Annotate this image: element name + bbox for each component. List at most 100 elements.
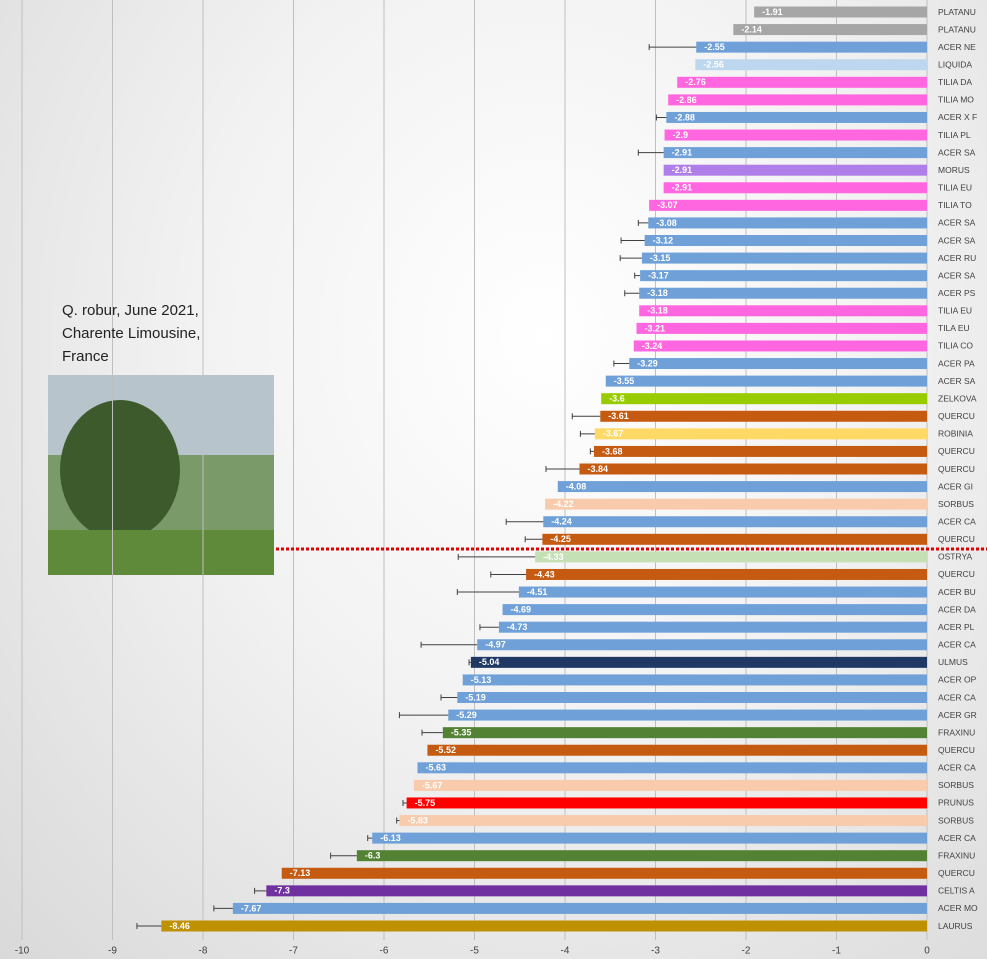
category-label: ACER DA: [938, 604, 976, 614]
value-label: -4.43: [534, 569, 555, 579]
x-tick-label: 0: [924, 946, 930, 957]
x-tick-label: -3: [651, 946, 660, 957]
error-bar: [619, 255, 642, 262]
bar: [594, 428, 927, 440]
value-label: -4.08: [566, 481, 587, 491]
category-label: ACER SA: [938, 376, 976, 386]
category-label: PLATANU: [938, 24, 976, 34]
error-bar: [440, 694, 458, 701]
value-label: -2.9: [673, 130, 689, 140]
bar: [448, 709, 927, 721]
error-bar: [367, 835, 373, 842]
bar: [640, 270, 927, 282]
value-label: -3.67: [603, 429, 624, 439]
x-tick-label: -2: [742, 946, 751, 957]
category-label: ACER CA: [938, 833, 976, 843]
bar: [417, 762, 927, 774]
value-label: -2.88: [674, 112, 695, 122]
value-label: -5.83: [407, 815, 428, 825]
category-label: MORUS: [938, 165, 970, 175]
bar: [601, 393, 927, 405]
value-label: -2.56: [703, 60, 724, 70]
value-label: -2.86: [676, 95, 697, 105]
category-label: QUERCU: [938, 868, 975, 878]
bar: [639, 287, 927, 299]
value-label: -3.08: [656, 218, 677, 228]
bar: [664, 129, 927, 141]
bar: [696, 41, 927, 53]
bar: [648, 217, 927, 229]
bar: [579, 463, 927, 475]
error-bar: [398, 712, 449, 719]
value-label: -8.46: [169, 921, 190, 931]
category-label: ACER CA: [938, 692, 976, 702]
value-label: -3.17: [648, 271, 669, 281]
bar: [266, 885, 928, 897]
bar: [399, 815, 927, 827]
value-label: -4.51: [527, 587, 548, 597]
category-label: PRUNUS: [938, 798, 974, 808]
error-bar: [545, 466, 580, 472]
bar: [639, 305, 927, 317]
bar: [356, 850, 928, 862]
bar: [641, 252, 927, 264]
bar: [462, 674, 927, 686]
bar: [663, 182, 927, 194]
error-bar: [613, 360, 630, 367]
value-label: -4.24: [551, 517, 572, 527]
x-tick-label: -8: [199, 946, 208, 957]
bar: [636, 322, 927, 334]
category-label: LAURUS: [938, 921, 973, 931]
value-label: -2.91: [672, 183, 693, 193]
error-bar: [655, 114, 667, 121]
value-label: -7.13: [290, 868, 311, 878]
category-label: ACER SA: [938, 218, 976, 228]
error-bar: [330, 852, 357, 859]
x-tick-label: -7: [289, 946, 298, 957]
error-bar: [396, 817, 400, 824]
error-bar: [402, 799, 407, 806]
value-label: -2.91: [672, 147, 693, 157]
category-label: SORBUS: [938, 499, 974, 509]
value-label: -3.12: [653, 235, 674, 245]
error-bar: [420, 641, 478, 648]
category-label: PLATANU: [938, 7, 976, 17]
error-bar: [620, 237, 645, 244]
bar: [695, 59, 927, 71]
category-label: ACER SA: [938, 235, 976, 245]
value-label: -3.68: [602, 446, 623, 456]
category-label: ACER SA: [938, 147, 976, 157]
error-bar: [213, 905, 233, 912]
error-bar: [505, 518, 544, 525]
category-label: ACER CA: [938, 516, 976, 526]
bar: [633, 340, 927, 352]
bar: [663, 164, 927, 176]
bar: [593, 445, 927, 457]
value-label: -5.35: [451, 728, 472, 738]
value-label: -6.13: [380, 833, 401, 843]
category-label: TILIA DA: [938, 77, 972, 87]
category-label: QUERCU: [938, 464, 975, 474]
value-label: -3.55: [614, 376, 635, 386]
category-label: ACER GR: [938, 710, 977, 720]
category-label: CELTIS A: [938, 886, 975, 896]
value-label: -5.52: [435, 745, 456, 755]
value-label: -5.13: [471, 675, 492, 685]
photo-grass: [48, 530, 274, 575]
bar: [502, 604, 927, 616]
bar: [526, 568, 927, 580]
error-bar: [624, 290, 640, 297]
category-label: QUERCU: [938, 745, 975, 755]
x-tick-label: -10: [15, 946, 30, 957]
bar: [457, 692, 927, 703]
error-bar: [479, 624, 499, 631]
bar: [600, 410, 927, 422]
value-label: -6.3: [365, 851, 381, 861]
category-label: TILA EU: [938, 323, 970, 333]
x-tick-label: -5: [470, 946, 479, 957]
category-label: ROBINIA: [938, 429, 973, 439]
error-bar: [589, 448, 594, 455]
value-label: -5.63: [425, 763, 446, 773]
category-label: ACER RU: [938, 253, 976, 263]
